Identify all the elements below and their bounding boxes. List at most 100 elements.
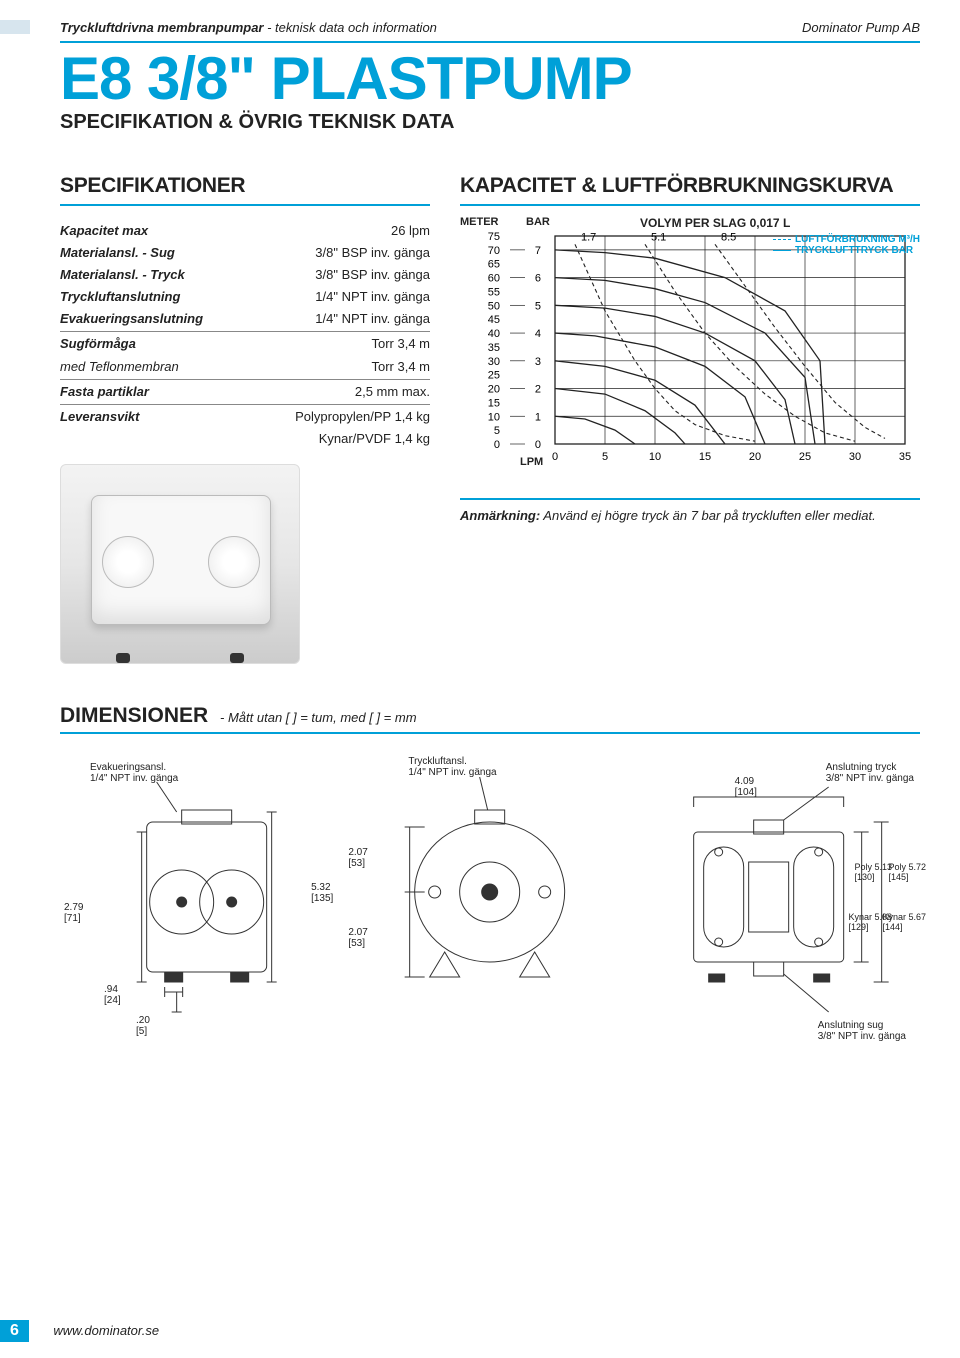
svg-text:0: 0 <box>552 451 558 463</box>
svg-text:1: 1 <box>535 411 541 423</box>
spec-row: Evakueringsanslutning 1/4" NPT inv. gänga <box>60 308 430 332</box>
legend-solid-icon <box>773 250 791 251</box>
spec-label: Tryckluftanslutning <box>60 286 180 308</box>
spec-row: Materialansl. - Sug 3/8" BSP inv. gänga <box>60 242 430 264</box>
svg-text:10: 10 <box>649 451 661 463</box>
pump-photo <box>60 464 300 664</box>
dim-l3: 5.32[135] <box>311 882 333 904</box>
chart: METER BAR VOLYM PER SLAG 0,017 L LUFTFÖR… <box>460 220 920 480</box>
svg-text:35: 35 <box>899 451 911 463</box>
svg-text:8.5: 8.5 <box>721 231 736 243</box>
svg-text:55: 55 <box>488 286 500 298</box>
spec-value: 1/4" NPT inv. gänga <box>315 308 430 330</box>
spec-label: Materialansl. - Sug <box>60 242 175 264</box>
svg-text:45: 45 <box>488 314 500 326</box>
drawing-right: Anslutning tryck 3/8" NPT inv. gänga Ans… <box>647 752 920 1072</box>
svg-text:65: 65 <box>488 259 500 271</box>
callout-mid: Tryckluftansl. 1/4" NPT inv. gänga <box>408 756 496 778</box>
svg-text:7: 7 <box>535 245 541 257</box>
spec-row: LeveransviktPolypropylen/PP 1,4 kg <box>60 406 430 428</box>
svg-text:0: 0 <box>494 439 500 451</box>
svg-text:20: 20 <box>488 384 500 396</box>
dims-title: DIMENSIONER <box>60 704 208 727</box>
svg-text:2: 2 <box>535 384 541 396</box>
header-rest: - teknisk data och information <box>263 20 436 35</box>
svg-text:20: 20 <box>749 451 761 463</box>
lpm-axis-label: LPM <box>520 456 543 468</box>
main-title: E8 3/8" PLASTPUMP <box>60 49 920 109</box>
drawing-left: Evakueringsansl. 1/4" NPT inv. gänga 2.7… <box>60 752 333 1072</box>
svg-text:30: 30 <box>488 356 500 368</box>
dim-m2: 2.07[53] <box>348 927 367 949</box>
spec-row: Tryckluftanslutning 1/4" NPT inv. gänga <box>60 286 430 308</box>
spec-label: Materialansl. - Tryck <box>60 264 185 286</box>
chart-svg: 0510152025303576543210757065605550454035… <box>460 220 920 480</box>
callout-left: Evakueringsansl. 1/4" NPT inv. gänga <box>90 762 178 784</box>
page-number: 6 <box>0 1320 29 1342</box>
note-bold: Anmärkning: <box>460 508 540 523</box>
spec-value: 3/8" BSP inv. gänga <box>315 264 430 286</box>
callout-rb: Anslutning sug 3/8" NPT inv. gänga <box>818 1020 906 1042</box>
spec-row: Fasta partiklar2,5 mm max. <box>60 381 430 405</box>
dim-m1: 2.07[53] <box>348 847 367 869</box>
curve-heading: KAPACITET & LUFTFÖRBRUKNINGSKURVA <box>460 174 920 206</box>
svg-text:40: 40 <box>488 328 500 340</box>
dim-l1: 2.79[71] <box>64 902 83 924</box>
page-header: Tryckluftdrivna membranpumpar - teknisk … <box>60 20 920 35</box>
spec-value: Torr 3,4 m <box>371 333 430 355</box>
svg-text:15: 15 <box>699 451 711 463</box>
note: Anmärkning: Använd ej högre tryck än 7 b… <box>460 498 920 523</box>
spec-value: Kynar/PVDF 1,4 kg <box>319 428 430 450</box>
specs-heading: SPECIFIKATIONER <box>60 174 430 206</box>
dim-r5: Kynar 5.67[144] <box>882 912 926 932</box>
svg-text:5: 5 <box>602 451 608 463</box>
dim-l2: .94[24] <box>104 984 121 1006</box>
svg-text:1.7: 1.7 <box>581 231 596 243</box>
meter-axis-label: METER <box>460 216 499 228</box>
spec-value: 1/4" NPT inv. gänga <box>315 286 430 308</box>
bar-axis-label: BAR <box>526 216 550 228</box>
svg-text:75: 75 <box>488 231 500 243</box>
svg-text:4: 4 <box>535 328 541 340</box>
spec-value: 2,5 mm max. <box>355 381 430 403</box>
dims-subtitle: - Mått utan [ ] = tum, med [ ] = mm <box>220 710 417 725</box>
svg-text:50: 50 <box>488 300 500 312</box>
drawing-mid: Tryckluftansl. 1/4" NPT inv. gänga 2.07[… <box>353 752 626 1072</box>
header-bold: Tryckluftdrivna membranpumpar <box>60 20 263 35</box>
accent-bar <box>0 20 30 34</box>
svg-text:6: 6 <box>535 273 541 285</box>
svg-text:3: 3 <box>535 356 541 368</box>
spec-label: Sugförmåga <box>60 333 136 355</box>
svg-text:10: 10 <box>488 411 500 423</box>
svg-text:35: 35 <box>488 342 500 354</box>
svg-text:60: 60 <box>488 273 500 285</box>
footer: 6 www.dominator.se <box>0 1320 960 1342</box>
spec-row: Kapacitet max 26 lpm <box>60 220 430 242</box>
spec-label: med Teflonmembran <box>60 356 179 378</box>
dim-r2: Poly 5.13[130] <box>854 862 892 882</box>
callout-rt: Anslutning tryck 3/8" NPT inv. gänga <box>826 762 914 784</box>
subtitle: SPECIFIKATION & ÖVRIG TEKNISK DATA <box>60 111 920 134</box>
spec-label: Kapacitet max <box>60 220 148 242</box>
spec-label: Evakueringsanslutning <box>60 308 203 330</box>
legend-press: TRYCKLUFTTRYCK BAR <box>795 245 913 256</box>
dim-r3: Poly 5.72[145] <box>888 862 926 882</box>
chart-legend: LUFTFÖRBRUKNING M³/H TRYCKLUFTTRYCK BAR <box>773 234 920 256</box>
svg-text:5.1: 5.1 <box>651 231 666 243</box>
spec-table: Kapacitet max 26 lpm Materialansl. - Sug 3/… <box>60 220 430 450</box>
svg-text:25: 25 <box>488 370 500 382</box>
svg-text:15: 15 <box>488 397 500 409</box>
footer-url: www.dominator.se <box>53 1323 159 1338</box>
spec-value: 3/8" BSP inv. gänga <box>315 242 430 264</box>
svg-text:5: 5 <box>494 425 500 437</box>
spec-value: 26 lpm <box>391 220 430 242</box>
spec-label: Leveransvikt <box>60 406 140 428</box>
legend-air: LUFTFÖRBRUKNING M³/H <box>795 234 920 245</box>
svg-text:70: 70 <box>488 245 500 257</box>
header-left: Tryckluftdrivna membranpumpar - teknisk … <box>60 20 437 35</box>
legend-dash-icon <box>773 239 791 240</box>
spec-row: Materialansl. - Tryck 3/8" BSP inv. gänga <box>60 264 430 286</box>
svg-text:5: 5 <box>535 300 541 312</box>
spec-row: med Teflonmembran Torr 3,4 m <box>60 356 430 380</box>
spec-value: Torr 3,4 m <box>371 356 430 378</box>
